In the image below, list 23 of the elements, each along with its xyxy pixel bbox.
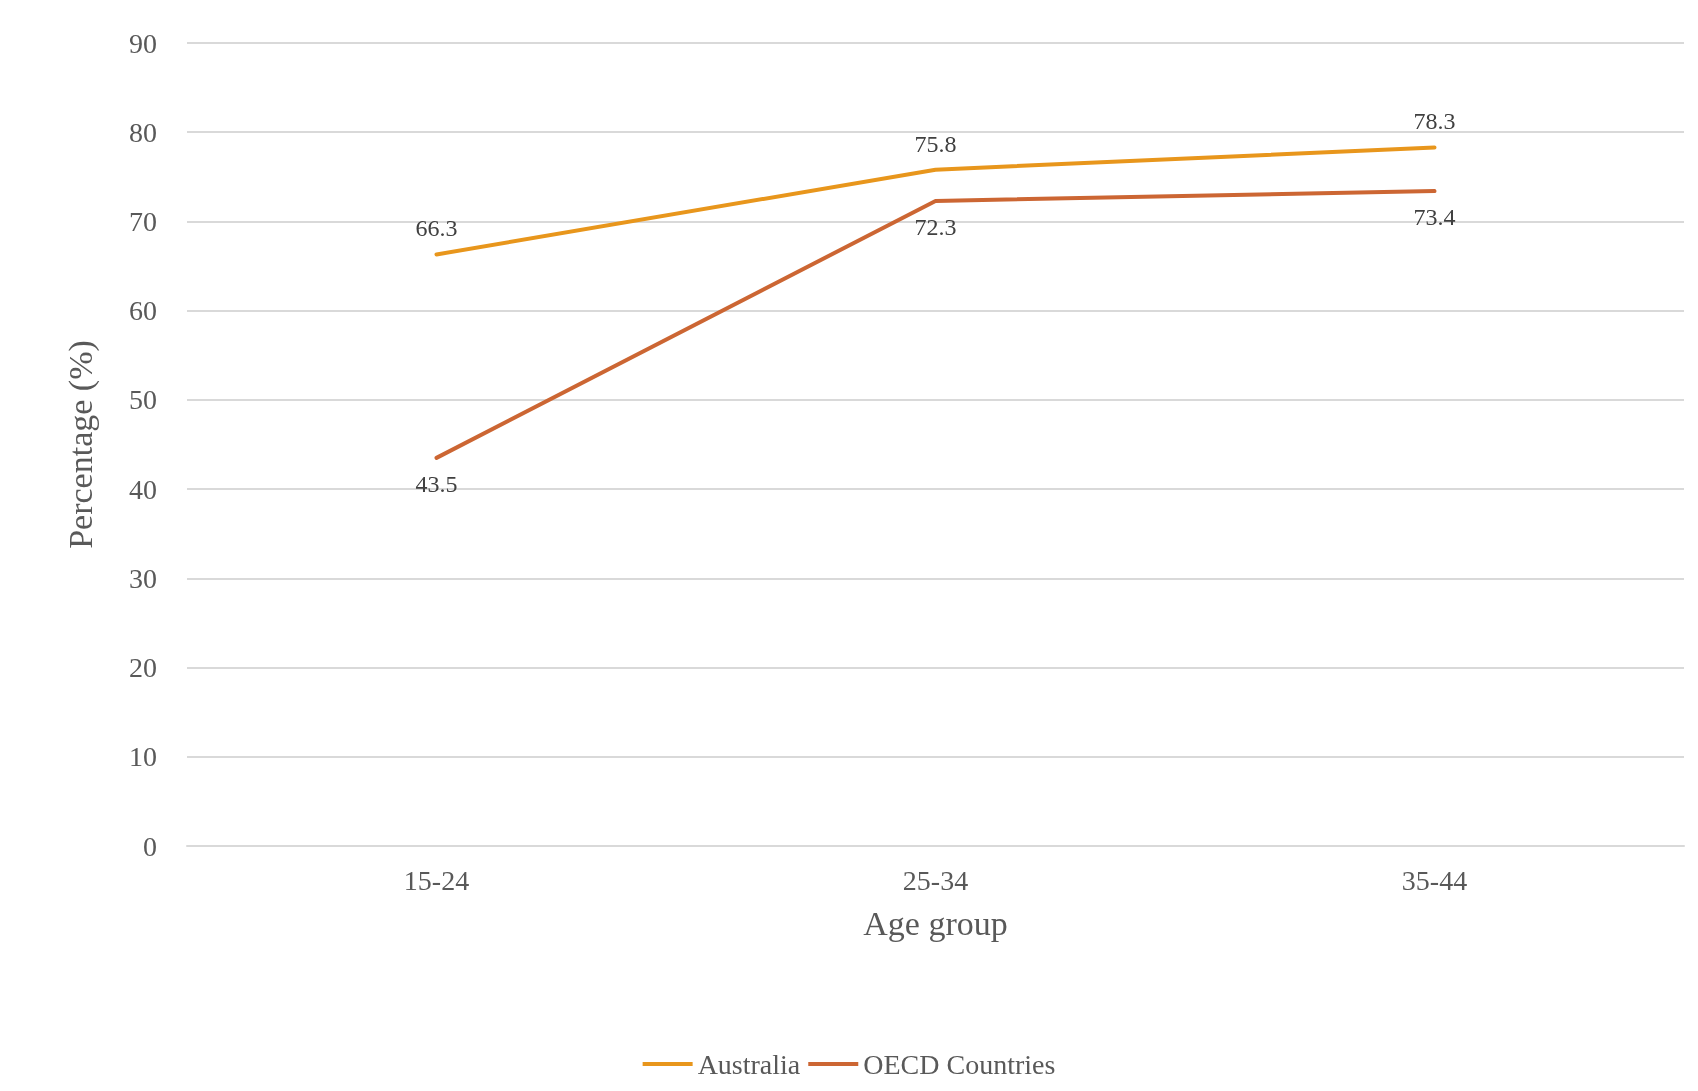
y-tick-label: 50 bbox=[129, 384, 157, 416]
data-label: 78.3 bbox=[1413, 108, 1456, 135]
data-label: 43.5 bbox=[415, 470, 458, 497]
data-label: 72.3 bbox=[914, 213, 957, 240]
data-label: 75.8 bbox=[914, 130, 957, 157]
y-tick-label: 60 bbox=[129, 295, 157, 327]
legend-label: Australia bbox=[697, 1048, 801, 1080]
y-tick-label: 30 bbox=[129, 562, 157, 594]
data-label: 66.3 bbox=[415, 215, 458, 242]
y-tick-label: 40 bbox=[129, 473, 157, 505]
y-tick-label: 70 bbox=[129, 205, 157, 237]
x-tick-label: 25-34 bbox=[902, 864, 969, 896]
y-tick-label: 90 bbox=[129, 27, 157, 59]
data-label: 73.4 bbox=[1413, 204, 1456, 231]
y-tick-label: 20 bbox=[129, 652, 157, 684]
legend-label: OECD Countries bbox=[863, 1048, 1056, 1080]
x-tick-label: 15-24 bbox=[403, 864, 470, 896]
x-tick-label: 35-44 bbox=[1401, 864, 1468, 896]
y-tick-label: 0 bbox=[143, 830, 157, 862]
y-tick-label: 10 bbox=[129, 741, 157, 773]
y-axis-title: Percentage (%) bbox=[61, 340, 100, 549]
x-axis-title: Age group bbox=[863, 904, 1008, 942]
y-tick-label: 80 bbox=[129, 116, 157, 148]
